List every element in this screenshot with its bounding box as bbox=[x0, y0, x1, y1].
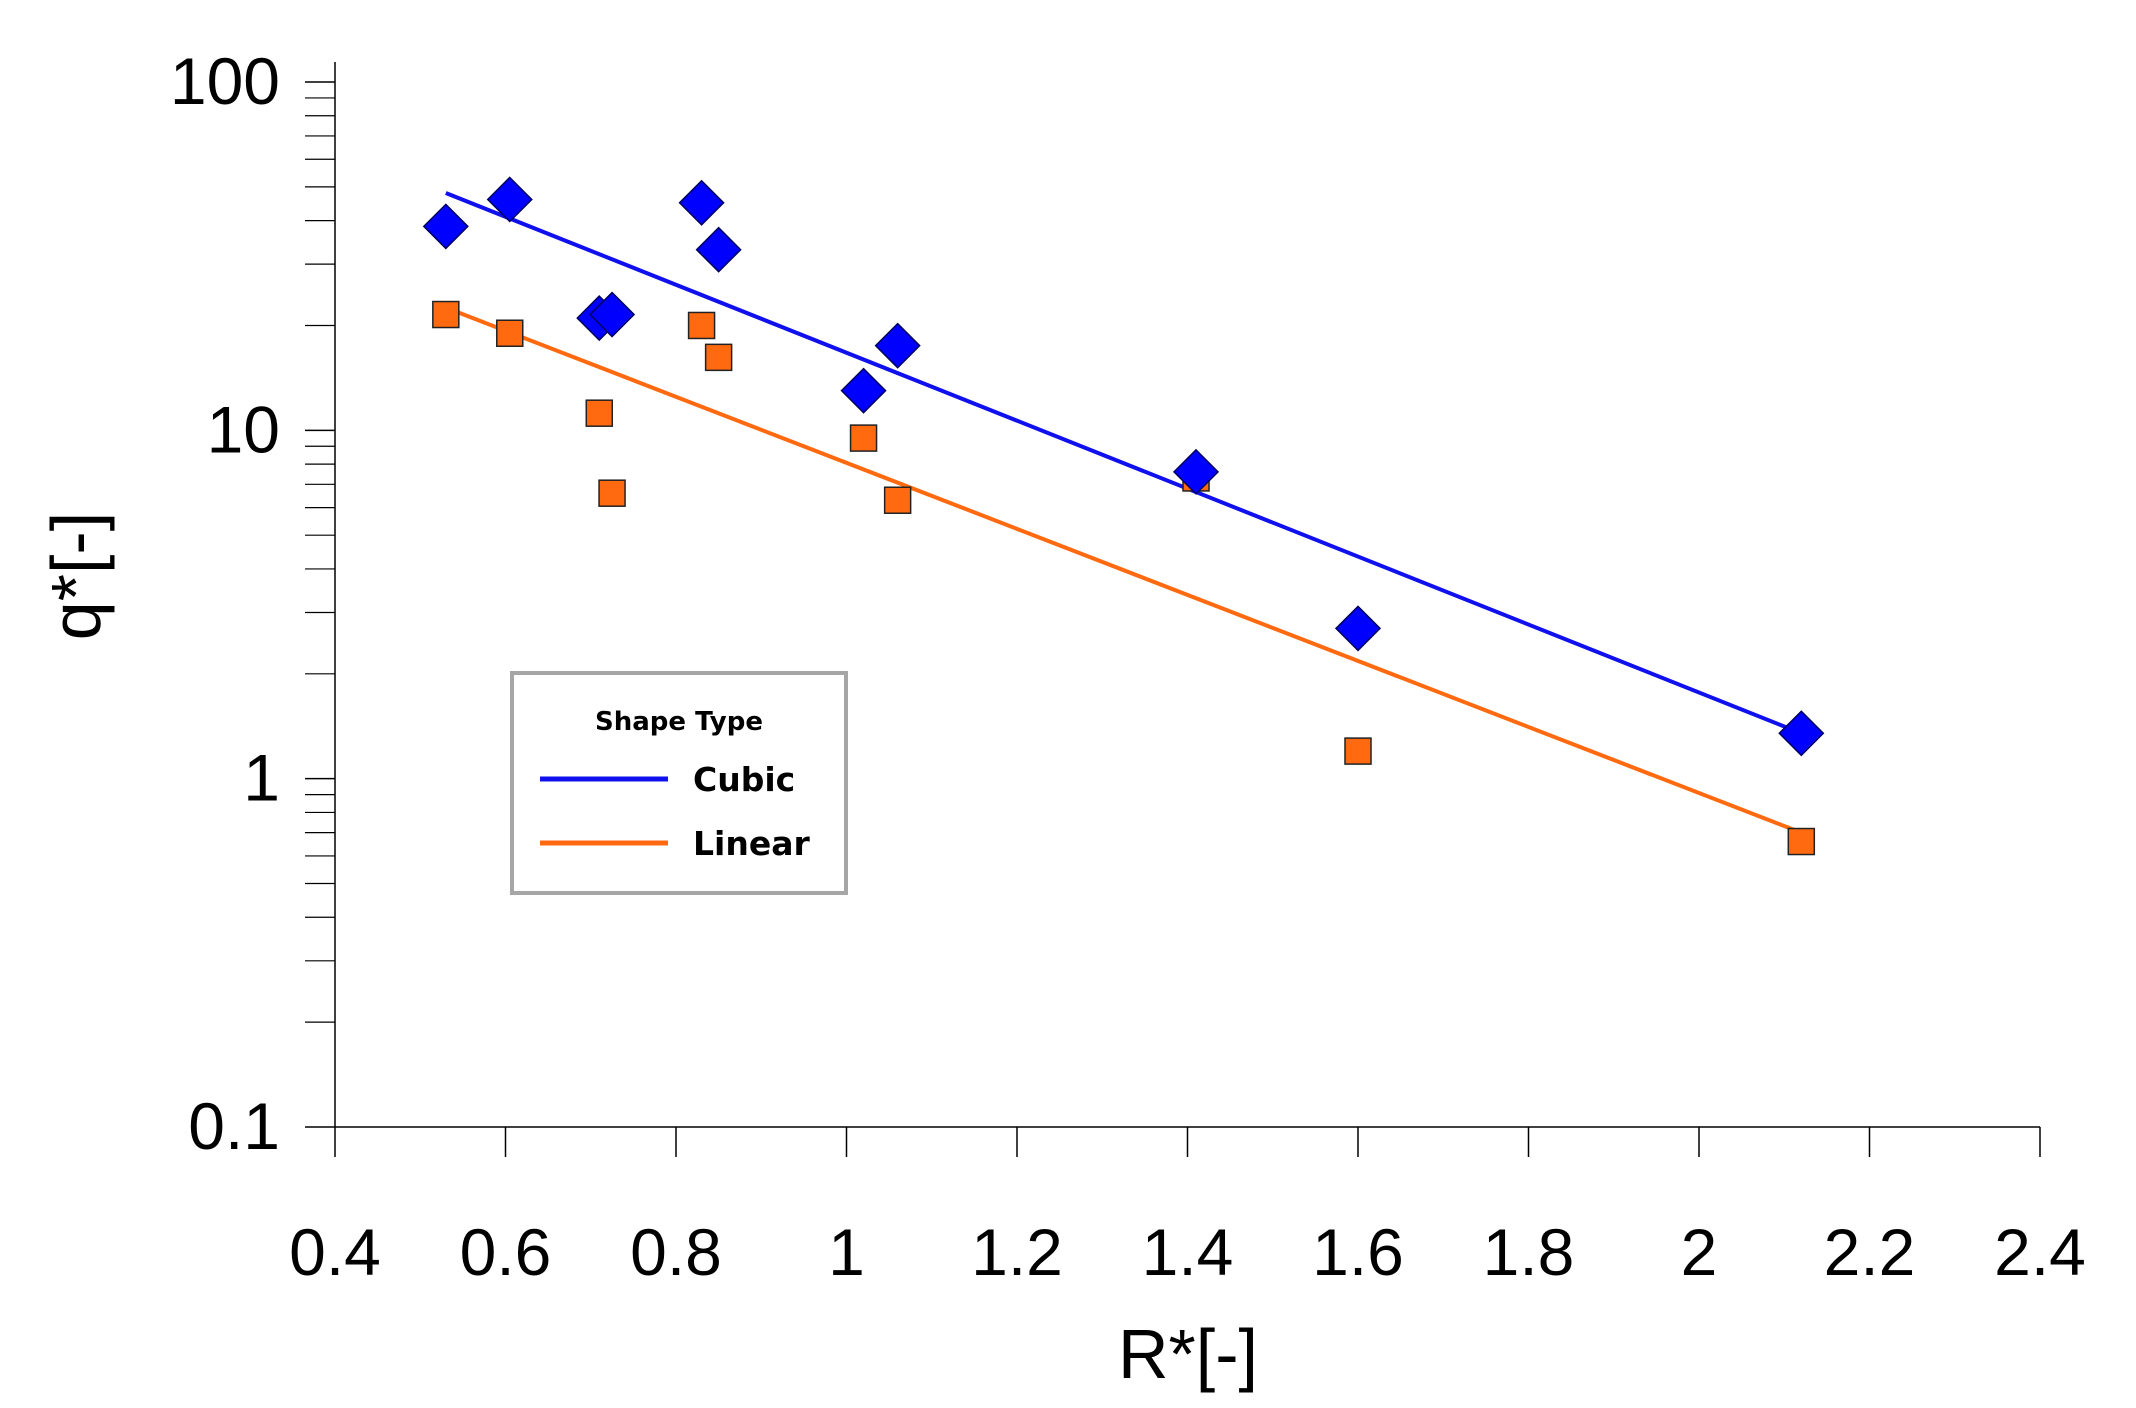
data-point-linear bbox=[585, 399, 614, 427]
x-axis-title: R*[-] bbox=[1118, 1315, 1258, 1393]
legend-box bbox=[510, 671, 848, 895]
data-points bbox=[422, 176, 1825, 856]
legend-label-cubic: Cubic bbox=[693, 760, 795, 799]
data-point-linear bbox=[704, 343, 733, 372]
axes: 0.1 1 10 100 0.4 0.6 0.8 1 1.2 1.4 1.6 1.8 2 2.2 2.4 bbox=[170, 44, 2086, 1289]
x-tick-label: 2 bbox=[1681, 1215, 1718, 1289]
x-tick-label: 1.6 bbox=[1312, 1215, 1404, 1289]
data-point-cubic bbox=[678, 179, 725, 226]
y-tick-label: 10 bbox=[207, 392, 280, 466]
y-tick-label: 0.1 bbox=[188, 1089, 280, 1163]
legend: Shape Type Cubic Linear bbox=[510, 671, 848, 895]
data-point-linear bbox=[496, 319, 524, 347]
data-point-cubic bbox=[486, 176, 533, 223]
x-tick-label: 0.6 bbox=[460, 1215, 552, 1289]
data-point-cubic bbox=[695, 226, 742, 273]
x-tick-label: 1.8 bbox=[1483, 1215, 1575, 1289]
y-axis-ticks: 0.1 1 10 100 bbox=[170, 44, 335, 1163]
data-point-cubic bbox=[1172, 448, 1220, 495]
data-point-cubic bbox=[422, 203, 469, 250]
y-tick-label: 100 bbox=[170, 44, 280, 118]
x-tick-label: 1.4 bbox=[1142, 1215, 1234, 1289]
trend-line-linear bbox=[445, 305, 1803, 835]
data-point-cubic bbox=[874, 322, 921, 369]
data-point-cubic bbox=[589, 291, 636, 338]
x-tick-label: 1.2 bbox=[971, 1215, 1063, 1289]
data-point-cubic bbox=[1334, 605, 1382, 652]
x-tick-label: 2.2 bbox=[1824, 1215, 1916, 1289]
data-point-linear bbox=[1787, 827, 1816, 856]
y-tick-label: 1 bbox=[243, 741, 280, 815]
legend-label-linear: Linear bbox=[693, 824, 810, 863]
x-tick-label: 2.4 bbox=[1994, 1215, 2086, 1289]
x-axis-ticks: 0.4 0.6 0.8 1 1.2 1.4 1.6 1.8 2 2.2 2.4 bbox=[289, 1127, 2086, 1289]
x-tick-label: 1 bbox=[828, 1215, 865, 1289]
data-point-linear bbox=[883, 486, 912, 514]
trend-lines bbox=[445, 191, 1803, 835]
data-point-linear bbox=[598, 479, 626, 507]
legend-title: Shape Type bbox=[595, 707, 763, 737]
x-tick-label: 0.4 bbox=[289, 1215, 381, 1289]
trend-line-cubic bbox=[445, 191, 1803, 736]
data-point-linear bbox=[849, 424, 878, 452]
data-point-linear bbox=[1344, 737, 1372, 765]
data-point-cubic bbox=[840, 367, 887, 414]
x-tick-label: 0.8 bbox=[630, 1215, 722, 1289]
data-point-cubic bbox=[1778, 710, 1825, 757]
data-point-linear bbox=[432, 300, 460, 329]
y-axis-title: q*[-] bbox=[37, 512, 115, 640]
data-point-linear bbox=[687, 311, 716, 340]
